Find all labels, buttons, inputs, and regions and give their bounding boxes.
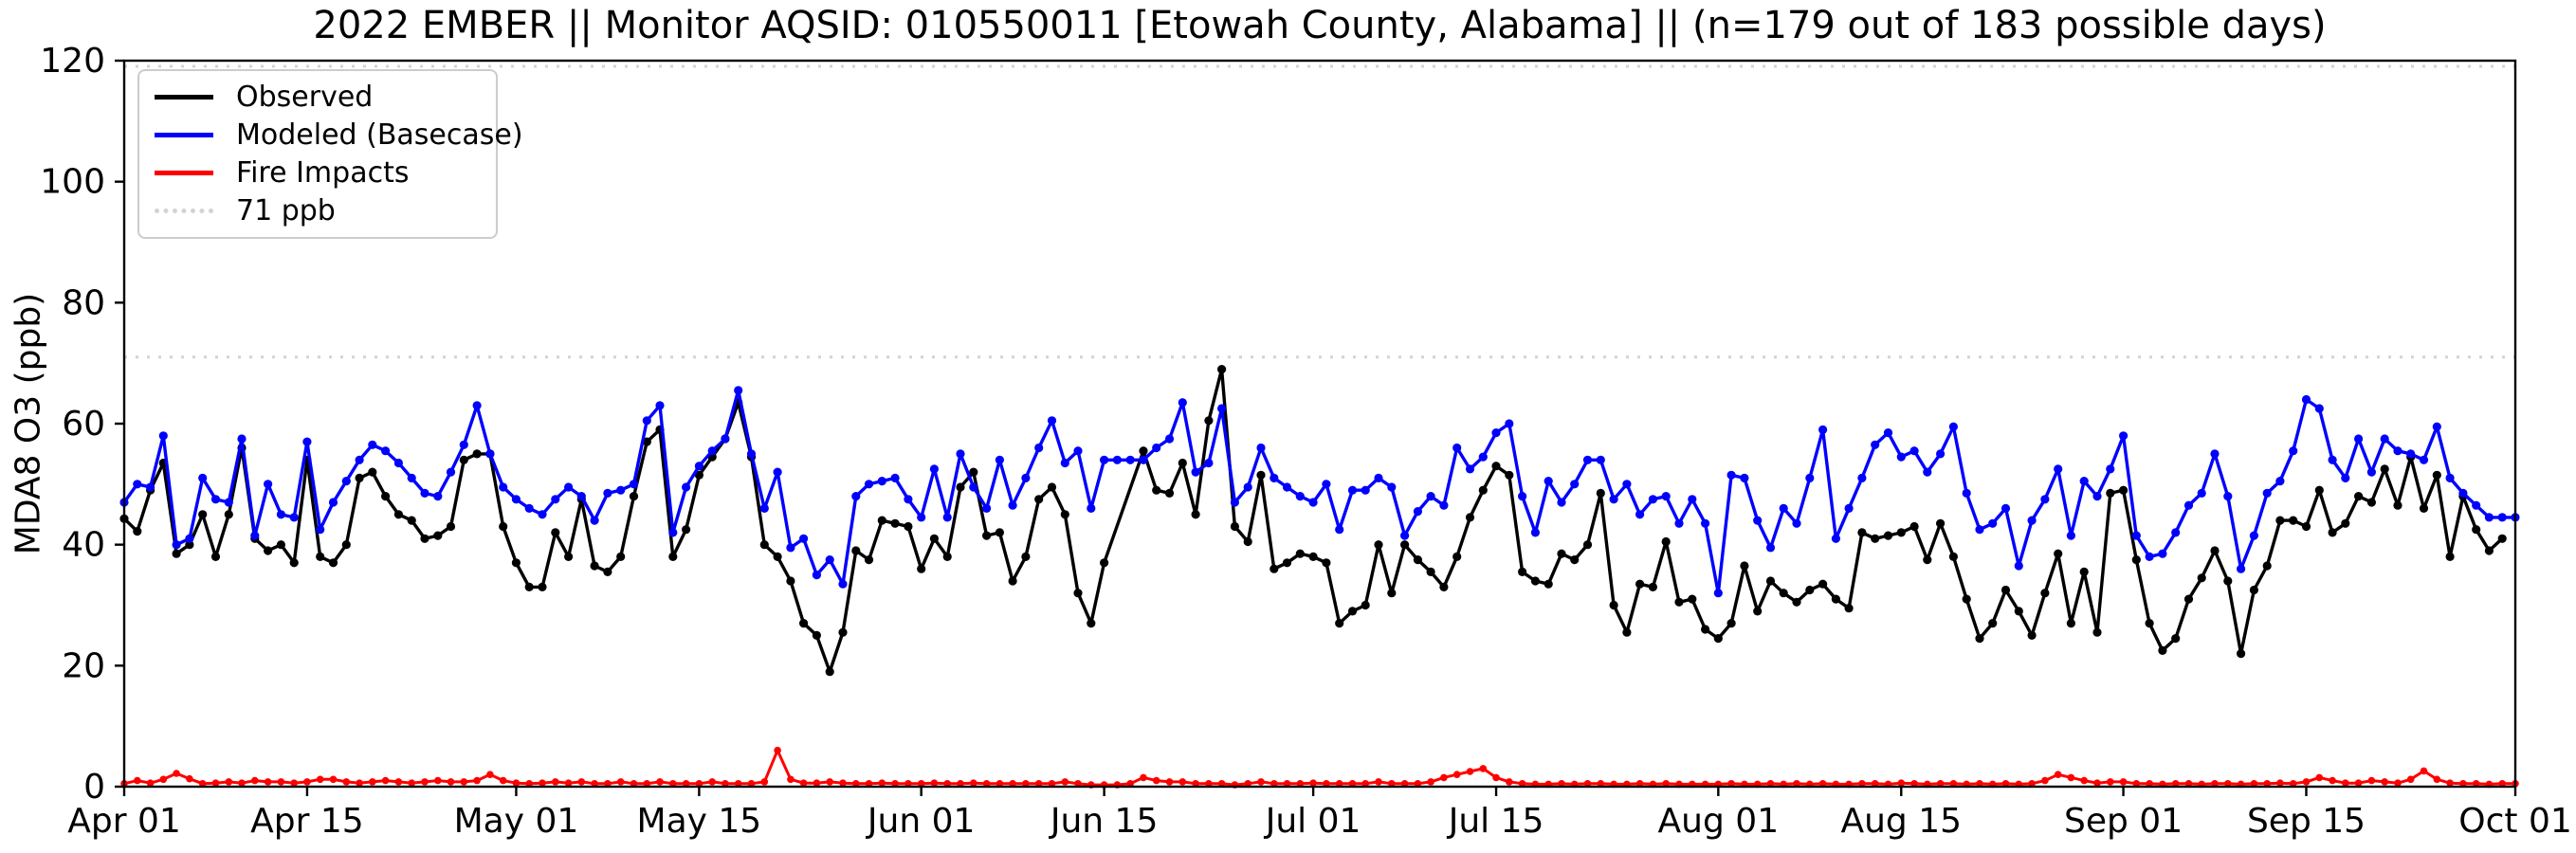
x-tick-label: Jul 01 — [1264, 802, 1361, 841]
y-tick-label: 100 — [40, 163, 105, 202]
fire-impacts-legend-swatch — [155, 170, 213, 175]
x-tick-label: May 15 — [637, 802, 762, 841]
modeled-legend-label: Modeled (Basecase) — [236, 118, 523, 153]
threshold-legend-label: 71 ppb — [236, 193, 336, 227]
x-tick-label: Oct 01 — [2458, 802, 2572, 841]
x-tick-label: Jun 01 — [866, 802, 976, 841]
x-tick-label: Apr 01 — [67, 802, 181, 841]
legend-item-modeled: Modeled (Basecase) — [155, 118, 523, 152]
fire-impacts-series — [120, 746, 2519, 789]
modeled-legend-swatch — [155, 133, 213, 138]
legend-item-threshold: 71 ppb — [155, 194, 488, 227]
modeled-basecase-series — [119, 386, 2520, 598]
legend-item-fire-impacts: Fire Impacts — [155, 156, 488, 190]
y-tick-label: 40 — [62, 526, 105, 565]
y-tick-label: 20 — [62, 646, 105, 685]
x-tick-label: Sep 15 — [2247, 802, 2366, 841]
x-tick-label: Jun 15 — [1049, 802, 1159, 841]
y-tick-label: 120 — [40, 42, 105, 81]
y-tick-label: 80 — [62, 283, 105, 322]
x-tick-label: Apr 15 — [250, 802, 364, 841]
observed-legend-label: Observed — [236, 81, 374, 115]
x-tick-label: Jul 15 — [1447, 802, 1544, 841]
y-axis-ticks: 0 20 40 60 80 100 120 — [40, 42, 124, 807]
modeled-basecase-markers — [119, 386, 2520, 598]
legend: Observed Modeled (Basecase) Fire Impacts… — [137, 69, 523, 239]
threshold-legend-swatch — [155, 208, 213, 213]
fire-impacts-legend-label: Fire Impacts — [236, 155, 410, 190]
x-tick-label: Sep 01 — [2064, 802, 2183, 841]
y-tick-label: 0 — [83, 768, 105, 807]
legend-item-observed: Observed — [155, 81, 488, 114]
modeled-basecase-line — [122, 389, 2517, 595]
fire-impacts-markers — [120, 746, 2519, 789]
y-tick-label: 60 — [62, 405, 105, 444]
x-tick-label: Aug 15 — [1840, 802, 1962, 841]
observed-legend-swatch — [155, 95, 213, 100]
x-axis-ticks: Apr 01 Apr 15 May 01 May 15 Jun 01 Jun 15 Jul … — [67, 787, 2572, 841]
x-tick-label: May 01 — [454, 802, 579, 841]
x-tick-label: Aug 01 — [1658, 802, 1780, 841]
chart-title: 2022 EMBER || Monitor AQSID: 010550011 [… — [313, 4, 2327, 47]
fire-impacts-line — [122, 749, 2517, 787]
